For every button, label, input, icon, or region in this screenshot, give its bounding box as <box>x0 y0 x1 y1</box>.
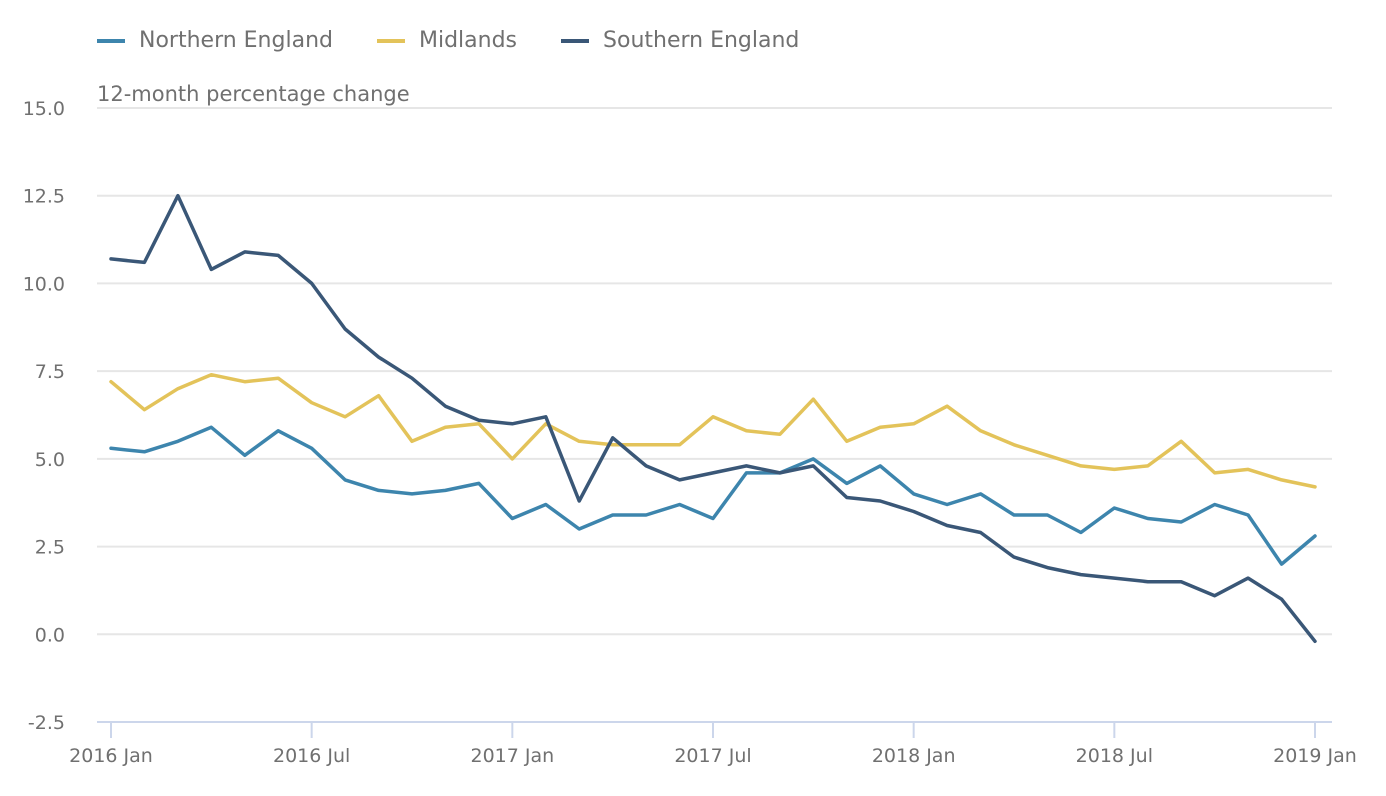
y-tick-label: 10.0 <box>23 273 65 295</box>
legend-item-southern-england[interactable]: Southern England <box>561 28 799 53</box>
legend-item-midlands[interactable]: Midlands <box>376 28 518 53</box>
y-tick-label: 2.5 <box>35 537 65 559</box>
y-tick-label: 15.0 <box>23 98 65 120</box>
y-tick-label: 0.0 <box>35 624 65 646</box>
series-lines <box>109 193 1317 644</box>
legend: Northern England Midlands Southern Engla… <box>97 28 843 53</box>
y-tick-label: 12.5 <box>23 186 65 208</box>
y-tick-label: -2.5 <box>28 712 65 734</box>
x-tick-label: 2018 Jul <box>1076 745 1153 767</box>
x-tick-label: 2017 Jan <box>470 745 554 767</box>
x-tick-label: 2019 Jan <box>1273 745 1357 767</box>
y-tick-label: 7.5 <box>35 361 65 383</box>
y-axis-ticks: -2.5 0.0 2.5 5.0 7.5 10.0 12.5 15.0 <box>23 98 65 734</box>
y-axis-label: 12-month percentage change <box>97 82 410 106</box>
legend-label-southern-england: Southern England <box>603 28 800 53</box>
series-line-northern-england[interactable] <box>109 425 1317 566</box>
grid-lines <box>97 107 1332 723</box>
legend-swatch-northern-england <box>97 38 125 43</box>
legend-label-northern-england: Northern England <box>139 28 333 53</box>
x-tick-label: 2016 Jan <box>69 745 153 767</box>
legend-swatch-midlands <box>376 38 405 43</box>
legend-label-midlands: Midlands <box>418 28 518 53</box>
x-tick-label: 2018 Jan <box>872 745 956 767</box>
x-tick-label: 2016 Jul <box>273 745 350 767</box>
x-tick-label: 2017 Jul <box>674 745 751 767</box>
legend-swatch-southern-england <box>561 38 590 43</box>
x-axis: 2016 Jan 2016 Jul 2017 Jan 2017 Jul 2018 Jan… <box>69 722 1357 767</box>
series-line-midlands[interactable] <box>109 372 1317 489</box>
y-tick-label: 5.0 <box>35 449 65 471</box>
legend-item-northern-england[interactable]: Northern England <box>97 28 333 53</box>
